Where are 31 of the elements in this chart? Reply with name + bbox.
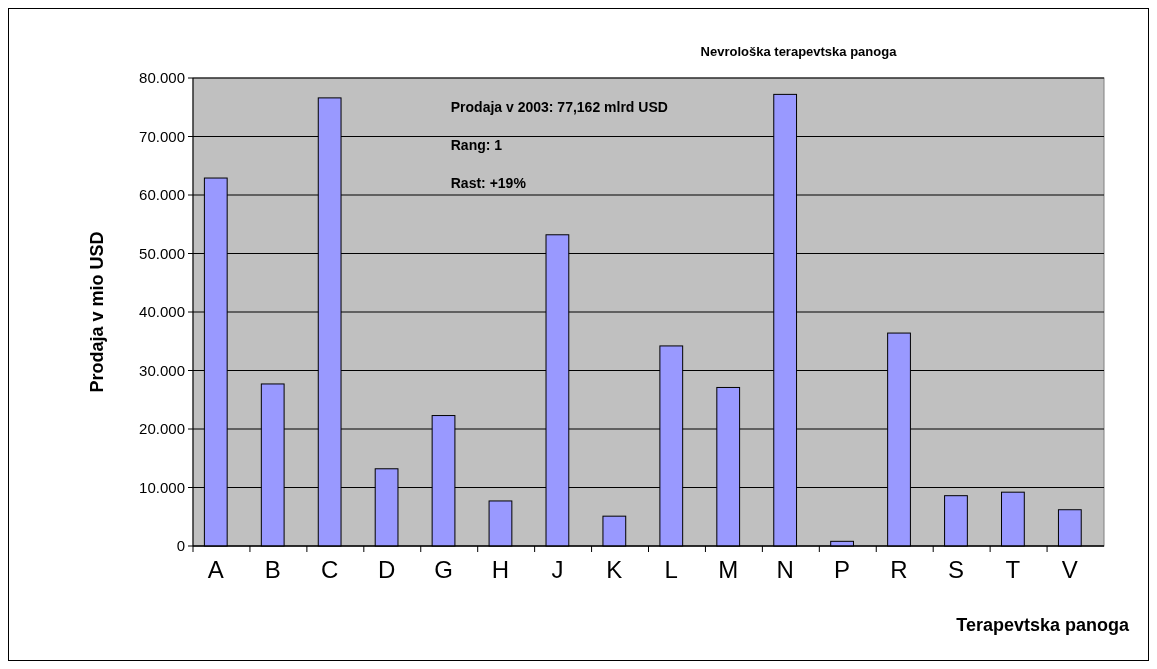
- x-tick-label: D: [377, 556, 396, 583]
- x-tick-label: C: [320, 556, 339, 583]
- y-tick-label: 10.000: [139, 478, 185, 496]
- x-tick-label: G: [434, 556, 453, 583]
- chart-title: Nevrološka terapevtska panoga: [700, 44, 898, 59]
- x-tick-label: R: [890, 556, 908, 583]
- x-tick-label: N: [776, 556, 794, 583]
- annotation: Prodaja v 2003: 77,162 mlrd USD: [450, 99, 668, 116]
- y-tick-label: 60.000: [139, 186, 185, 204]
- y-tick-label: 80.000: [139, 69, 185, 87]
- y-axis-title: Prodaja v mio USD: [87, 231, 107, 393]
- x-tick-label: M: [718, 556, 739, 583]
- x-axis-title: Terapevtska panoga: [956, 615, 1130, 635]
- x-tick-label: H: [491, 556, 510, 583]
- y-tick-label: 0: [176, 537, 185, 555]
- x-tick-label: P: [834, 556, 851, 583]
- x-tick-label: L: [664, 556, 678, 583]
- x-tick-label: B: [264, 556, 281, 583]
- x-tick-label: S: [947, 556, 964, 583]
- y-tick-label: 50.000: [139, 244, 185, 262]
- annotation: Rang: 1: [450, 137, 503, 154]
- y-tick-label: 40.000: [139, 303, 185, 321]
- y-tick-label: 30.000: [139, 361, 185, 379]
- x-tick-label: K: [606, 556, 623, 583]
- y-tick-label: 20.000: [139, 420, 185, 438]
- x-tick-label: T: [1005, 556, 1021, 583]
- x-tick-label: J: [551, 556, 564, 583]
- x-tick-label: V: [1061, 556, 1078, 583]
- annotation: Rast: +19%: [450, 175, 527, 192]
- y-tick-label: 70.000: [139, 127, 185, 145]
- x-tick-label: A: [207, 556, 224, 583]
